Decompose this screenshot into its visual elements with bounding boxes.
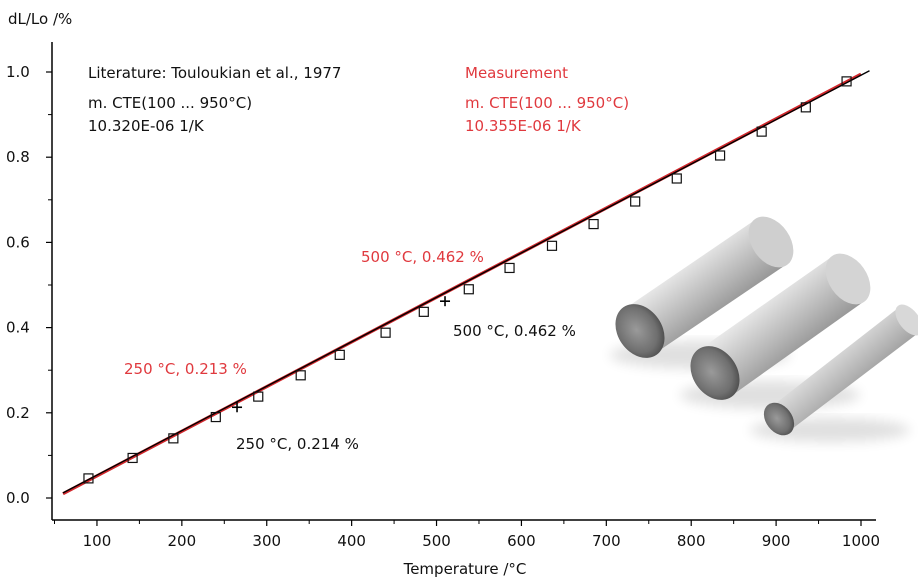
literature-point [295, 370, 306, 381]
y-tick-label: 1.0 [6, 63, 30, 81]
axes [51, 42, 876, 521]
x-tick-label: 100 [83, 532, 112, 550]
annotation-500-measurement: 500 °C, 0.462 % [361, 248, 484, 266]
literature-point [334, 349, 345, 360]
series-layer [62, 70, 870, 496]
literature-point [756, 126, 767, 137]
literature-point [630, 196, 641, 207]
x-axis-title: Temperature /°C [403, 560, 527, 577]
literature-point [841, 76, 852, 87]
x-tick-label: 700 [592, 532, 621, 550]
y-axis-title: dL/Lo /% [8, 10, 72, 28]
literature-point [504, 262, 515, 274]
y-tick-label: 0.0 [6, 489, 30, 507]
literature-point [671, 173, 682, 184]
y-tick-label: 0.6 [6, 233, 30, 251]
literature-point [418, 306, 429, 317]
literature-point [168, 433, 179, 444]
x-tick-label: 200 [168, 532, 197, 550]
literature-point [714, 150, 726, 161]
y-tick-label: 0.4 [6, 319, 30, 337]
literature-point [210, 411, 221, 423]
metal-cylinders-photo [610, 216, 918, 442]
literature-title: Literature: Touloukian et al., 1977 [88, 64, 341, 82]
x-tick-label: 900 [762, 532, 791, 550]
literature-point [546, 240, 558, 251]
literature-point [83, 473, 94, 484]
literature-cte-value: 10.320E-06 1/K [88, 117, 205, 135]
x-tick-label: 1000 [842, 532, 880, 550]
x-tick-label: 500 [422, 532, 451, 550]
annotation-500-literature: 500 °C, 0.462 % [453, 322, 576, 340]
y-tick-label: 0.2 [6, 404, 30, 422]
x-tick-label: 300 [252, 532, 281, 550]
x-tick-label: 800 [677, 532, 706, 550]
literature-cte-label: m. CTE(100 ... 950°C) [88, 94, 252, 112]
literature-point [588, 218, 599, 230]
measurement-title: Measurement [465, 64, 568, 82]
x-tick-label: 400 [337, 532, 366, 550]
literature-point [127, 452, 138, 464]
annotation-250-measurement: 250 °C, 0.213 % [124, 360, 247, 378]
literature-point [800, 102, 811, 113]
x-ticks: 100 200 300 400 500 600 700 800 900 1000 [54, 520, 880, 550]
y-ticks: 0.0 0.2 0.4 0.6 0.8 1.0 [6, 63, 52, 507]
literature-line [62, 70, 870, 494]
cross-marker [232, 402, 243, 413]
y-tick-label: 0.8 [6, 148, 30, 166]
x-tick-label: 600 [507, 532, 536, 550]
literature-point [463, 284, 474, 295]
measurement-cte-label: m. CTE(100 ... 950°C) [465, 94, 629, 112]
literature-point [253, 391, 264, 402]
cross-marker [440, 296, 451, 307]
literature-point [380, 327, 391, 338]
measurement-cte-value: 10.355E-06 1/K [465, 117, 582, 135]
annotation-250-literature: 250 °C, 0.214 % [236, 435, 359, 453]
